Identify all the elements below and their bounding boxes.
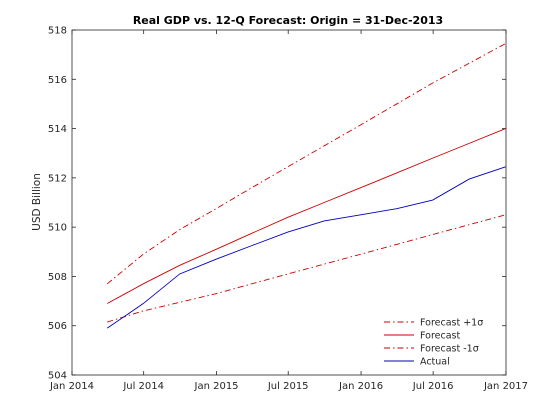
series-layer xyxy=(106,43,506,329)
series-line-0 xyxy=(106,43,506,285)
x-tick-label: Jan 2015 xyxy=(194,381,239,392)
legend-label-0: Forecast +1σ xyxy=(420,318,483,329)
chart-title: Real GDP vs. 12-Q Forecast: Origin = 31-… xyxy=(133,14,443,27)
x-tick-label: Jul 2015 xyxy=(267,381,309,392)
y-tick-label: 512 xyxy=(48,173,67,184)
x-tick-label: Jan 2017 xyxy=(483,381,528,392)
y-tick-label: 516 xyxy=(48,75,67,86)
series-line-3 xyxy=(106,166,506,329)
y-axis: 504 506 508 510 512 514 516 518 xyxy=(48,26,506,382)
series-line-2 xyxy=(107,214,506,323)
legend-label-2: Forecast -1σ xyxy=(420,344,479,355)
y-tick-label: 508 xyxy=(48,272,67,283)
legend-label-1: Forecast xyxy=(420,331,460,342)
legend-label-3: Actual xyxy=(420,357,450,368)
x-tick-label: Jul 2014 xyxy=(122,381,164,392)
x-tick-label: Jan 2014 xyxy=(49,381,94,392)
y-tick-label: 504 xyxy=(48,371,67,382)
y-tick-label: 518 xyxy=(48,26,67,37)
series-line-1 xyxy=(107,128,506,304)
y-tick-label: 510 xyxy=(48,223,67,234)
y-tick-label: 514 xyxy=(48,124,67,135)
x-tick-label: Jul 2016 xyxy=(412,381,454,392)
x-axis: Jan 2014 Jul 2014 Jan 2015 Jul 2015 Jan 2016… xyxy=(49,30,528,392)
x-tick-label: Jan 2016 xyxy=(338,381,383,392)
legend: Forecast +1σ Forecast Forecast -1σ Actual xyxy=(377,311,500,369)
y-axis-label: USD Billion xyxy=(31,173,43,231)
legend-box xyxy=(377,311,500,369)
y-tick-label: 506 xyxy=(48,321,67,332)
